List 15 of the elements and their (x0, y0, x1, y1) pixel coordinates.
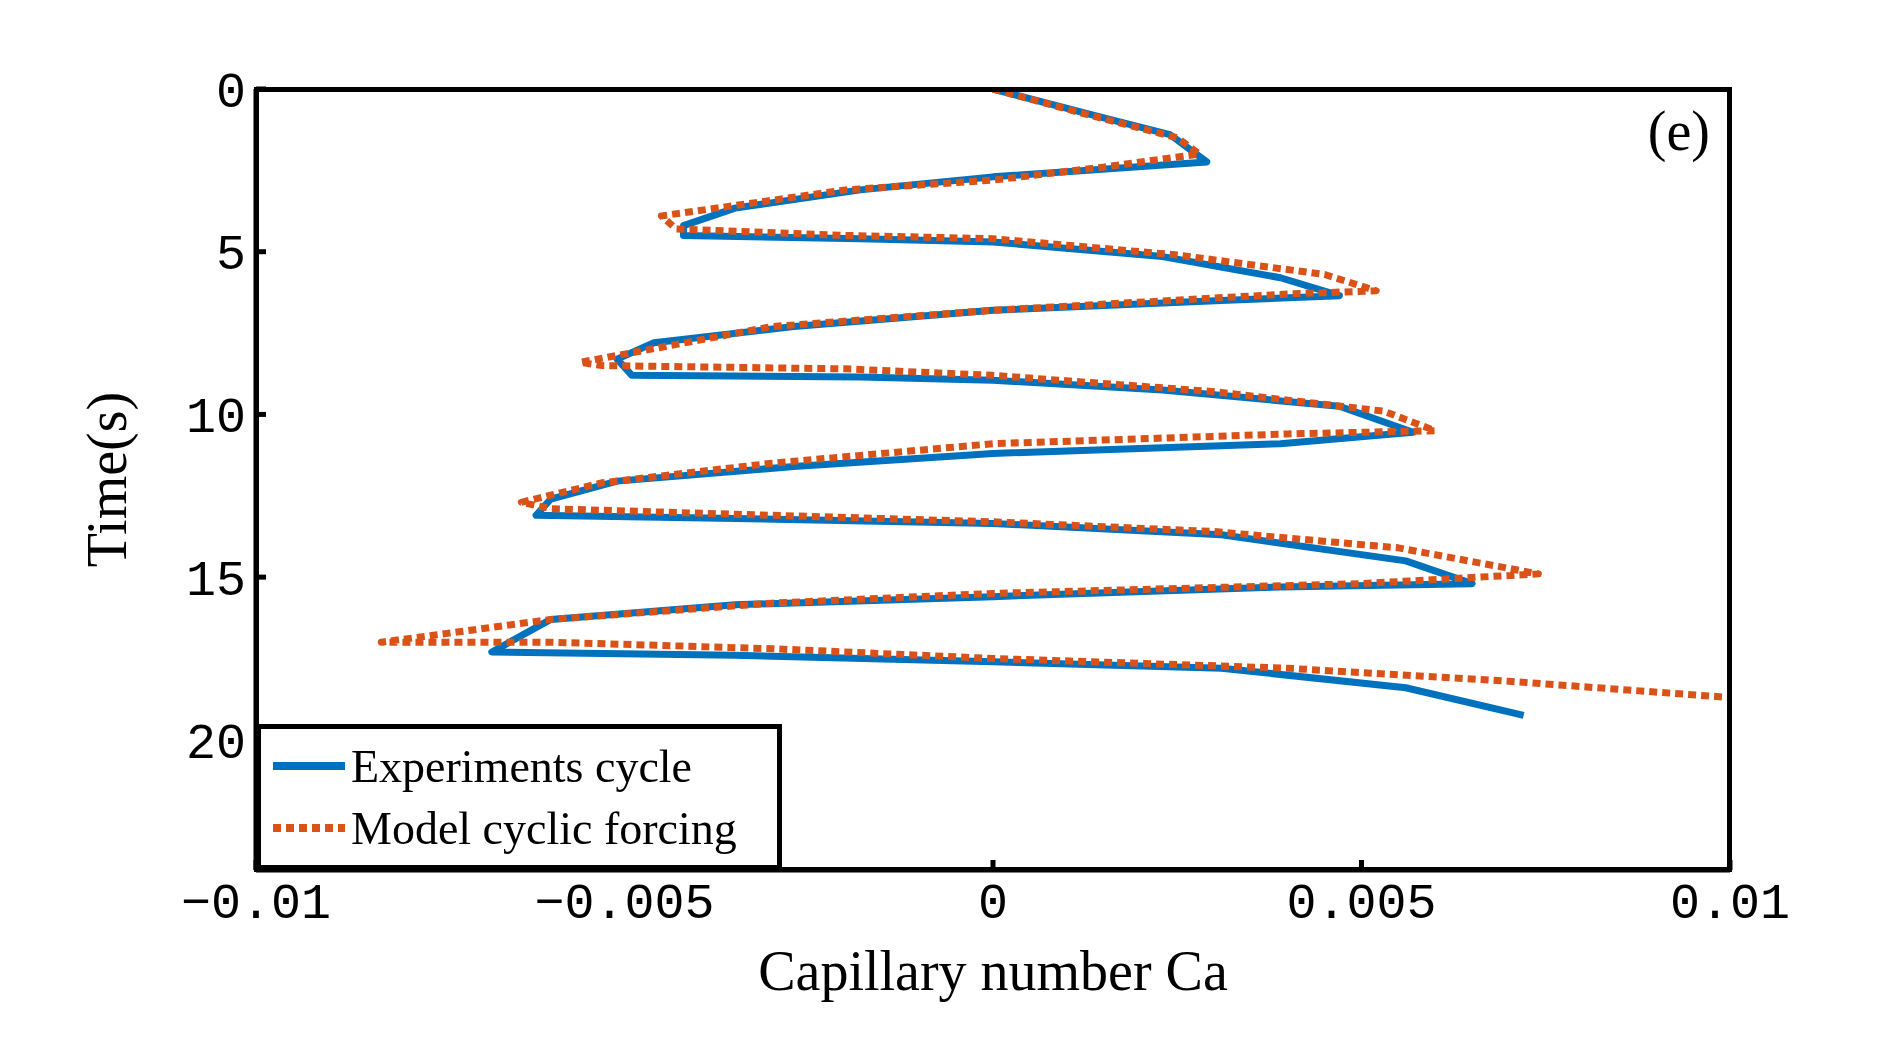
legend-label: Model cyclic forcing (351, 801, 737, 855)
y-tick-label: 20 (185, 715, 246, 773)
x-tick-label: −0.005 (534, 875, 715, 933)
x-tick-label: −0.01 (180, 875, 332, 933)
x-tick-label: 0.005 (1286, 875, 1437, 933)
legend-label: Experiments cycle (351, 739, 693, 793)
y-tick-label: 15 (185, 552, 246, 610)
x-axis-title: Capillary number Ca (758, 940, 1228, 1002)
y-tick-label: 5 (215, 227, 246, 285)
y-axis-title: Time(s) (75, 391, 139, 568)
y-tick-label: 10 (185, 390, 246, 448)
y-tick-label: 0 (215, 64, 246, 122)
x-tick-label: 0.01 (1669, 875, 1791, 933)
x-tick-label: 0 (977, 875, 1009, 933)
annotation: (e) (1647, 99, 1710, 163)
